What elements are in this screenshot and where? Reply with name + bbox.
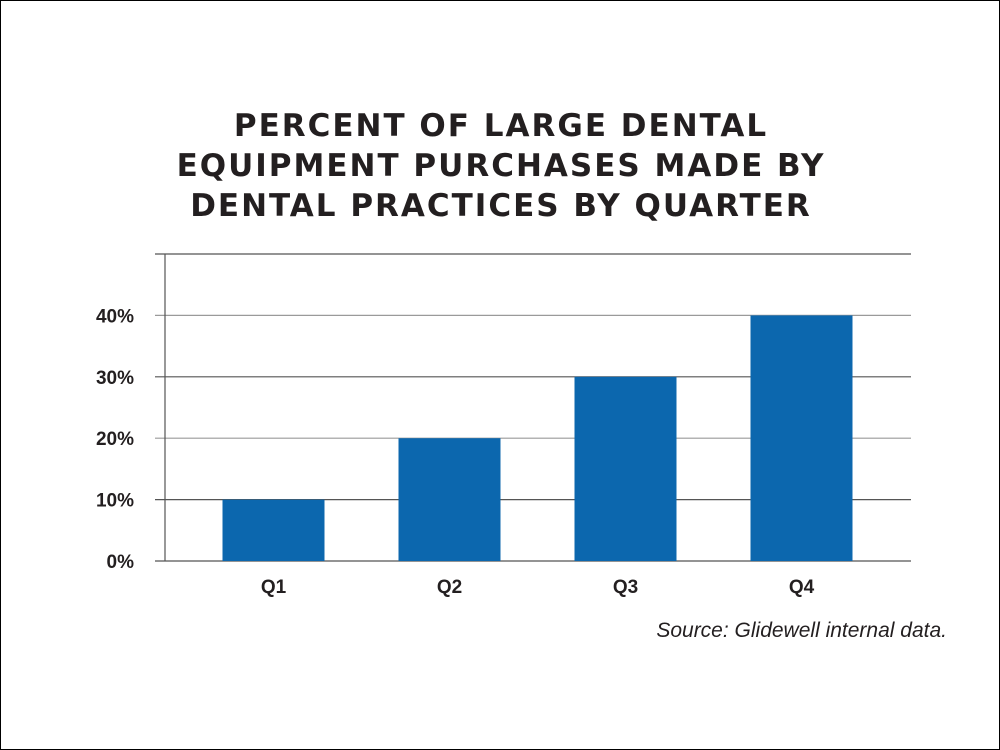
bar-q1 <box>222 499 325 561</box>
bar-q2 <box>398 438 501 561</box>
chart-title-line-1: Percent of large dental <box>233 108 769 144</box>
y-tick-label: 30% <box>96 368 134 389</box>
y-tick-label: 40% <box>96 306 134 327</box>
x-tick-label: Q2 <box>437 577 462 598</box>
chart-title-line-2: equipment purchases made by <box>176 148 826 184</box>
chart-title-line-3: dental practices by quarter <box>190 188 812 224</box>
x-tick-label: Q4 <box>789 577 815 598</box>
bar-q3 <box>574 376 677 561</box>
bar-q4 <box>750 315 853 561</box>
x-tick-label: Q1 <box>261 577 287 598</box>
source-note: Source: Glidewell internal data. <box>656 619 947 642</box>
x-tick-label: Q3 <box>613 577 638 598</box>
y-tick-label: 10% <box>96 491 134 512</box>
y-tick-label: 20% <box>96 429 134 450</box>
y-tick-label: 0% <box>107 552 135 573</box>
chart-title: Percent of large dental equipment purcha… <box>1 106 999 226</box>
